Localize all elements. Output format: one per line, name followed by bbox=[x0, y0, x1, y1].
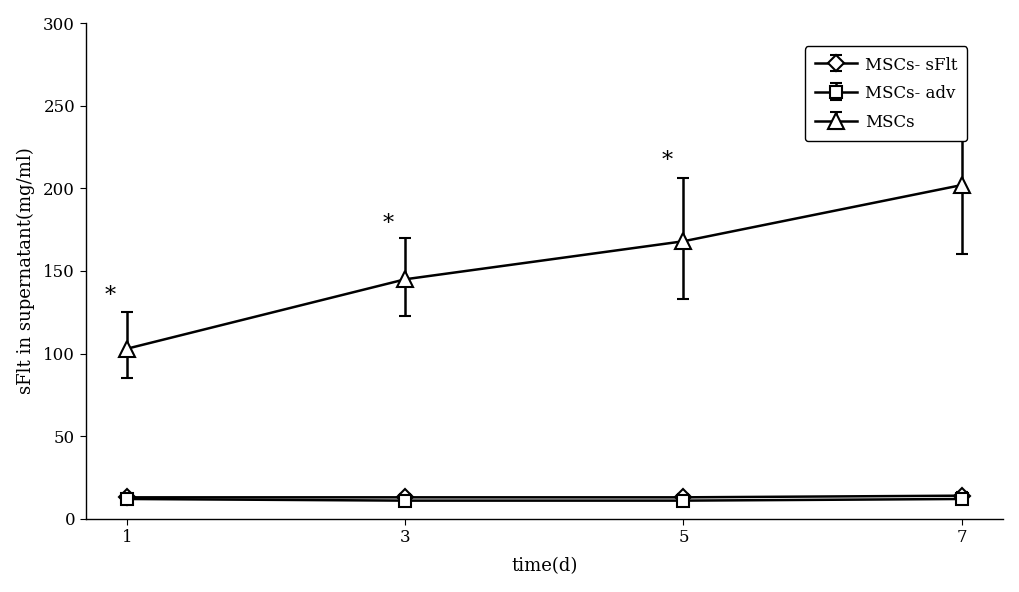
Text: *: * bbox=[660, 150, 672, 172]
X-axis label: time(d): time(d) bbox=[511, 557, 577, 575]
Legend: MSCs- sFlt, MSCs- adv, MSCs: MSCs- sFlt, MSCs- adv, MSCs bbox=[804, 46, 966, 141]
Text: *: * bbox=[938, 87, 950, 109]
Text: *: * bbox=[383, 213, 394, 234]
Text: *: * bbox=[105, 285, 116, 307]
Y-axis label: sFlt in supernatant(mg/ml): sFlt in supernatant(mg/ml) bbox=[16, 147, 35, 394]
